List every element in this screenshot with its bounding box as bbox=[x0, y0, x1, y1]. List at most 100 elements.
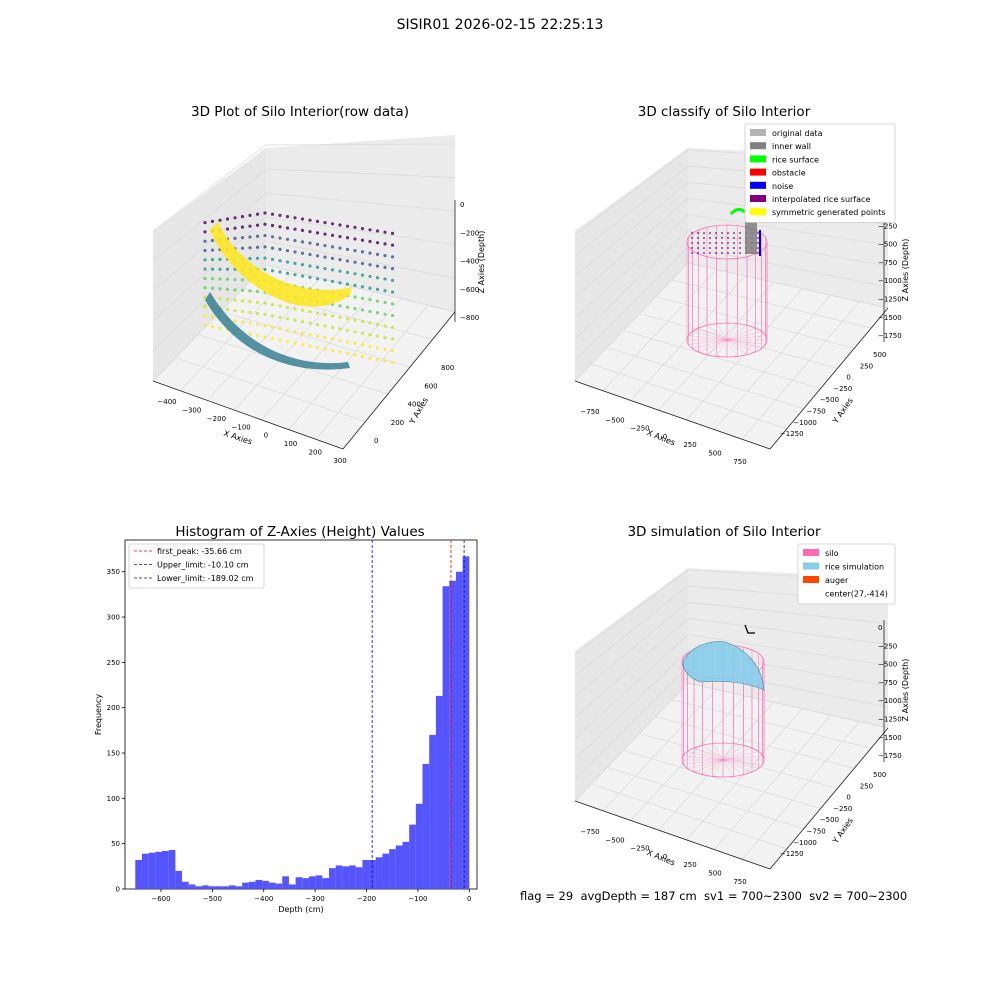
y-tick-label: 0 bbox=[846, 794, 850, 802]
grid-line bbox=[574, 634, 689, 739]
data-point bbox=[248, 321, 252, 325]
data-point bbox=[338, 246, 342, 250]
data-point bbox=[263, 301, 267, 305]
data-point bbox=[323, 255, 327, 259]
grid-line bbox=[607, 766, 804, 830]
z-tick-label: −1750 bbox=[878, 332, 902, 340]
z-axis-label: Z Axies (Depth) bbox=[901, 239, 910, 302]
data-point bbox=[323, 335, 327, 340]
data-point bbox=[368, 356, 372, 360]
data-point bbox=[240, 320, 245, 324]
y-tick-label: −250 bbox=[833, 385, 852, 393]
data-point bbox=[300, 251, 305, 255]
data-point bbox=[225, 297, 230, 301]
hist-bar bbox=[215, 886, 223, 889]
data-point bbox=[375, 287, 380, 292]
data-point bbox=[330, 325, 335, 330]
grid-line bbox=[658, 702, 774, 831]
data-point bbox=[390, 231, 395, 235]
hist-bar bbox=[389, 849, 396, 889]
data-point bbox=[225, 287, 230, 291]
grid-line bbox=[714, 294, 832, 430]
grid-line bbox=[574, 246, 689, 361]
data-point bbox=[383, 242, 387, 246]
legend-swatch bbox=[750, 155, 766, 163]
data-point bbox=[203, 276, 207, 281]
x-tick-label: 500 bbox=[708, 450, 721, 458]
data-point bbox=[255, 212, 260, 216]
data-point bbox=[270, 212, 275, 216]
data-point bbox=[353, 249, 357, 253]
data-point bbox=[383, 335, 387, 340]
data-point bbox=[218, 218, 222, 222]
plot2-title: 3D classify of Silo Interior bbox=[637, 104, 811, 120]
interp-point bbox=[697, 242, 699, 244]
data-point bbox=[338, 258, 342, 262]
data-point bbox=[285, 215, 290, 219]
data-point bbox=[210, 315, 215, 319]
grid-line bbox=[591, 783, 787, 850]
silo-floor-line bbox=[683, 755, 763, 765]
interp-point bbox=[727, 242, 729, 244]
data-point bbox=[390, 278, 395, 282]
data-point bbox=[323, 324, 327, 328]
hist-bar bbox=[409, 824, 416, 889]
interp-point bbox=[703, 252, 705, 254]
x-tick-label: −300 bbox=[182, 406, 201, 414]
data-point bbox=[203, 323, 207, 327]
data-point bbox=[285, 317, 290, 321]
y-tick-label: −750 bbox=[807, 828, 826, 836]
data-point bbox=[360, 343, 365, 347]
plot3-title: Histogram of Z-Axies (Height) Values bbox=[175, 524, 425, 540]
legend-label: noise bbox=[772, 182, 793, 191]
data-point bbox=[300, 274, 305, 278]
hist-bar bbox=[135, 859, 142, 889]
data-point bbox=[375, 357, 380, 362]
data-point bbox=[375, 229, 380, 233]
data-point bbox=[345, 305, 350, 309]
data-point bbox=[300, 331, 305, 335]
x-axis-line bbox=[574, 380, 771, 450]
grid-line bbox=[265, 216, 456, 246]
legend-label: symmetric generated points bbox=[772, 208, 885, 217]
y-tick-label: 350 bbox=[107, 568, 120, 576]
interp-point bbox=[721, 232, 723, 234]
data-point bbox=[368, 309, 372, 313]
hist-bar bbox=[148, 852, 156, 889]
x-axis-label: X Axies bbox=[222, 429, 253, 447]
data-point bbox=[293, 216, 297, 220]
data-point bbox=[240, 236, 245, 240]
data-point bbox=[233, 216, 237, 220]
data-point bbox=[300, 240, 305, 244]
data-point bbox=[345, 328, 350, 332]
interp-point bbox=[739, 247, 741, 249]
grid-line bbox=[741, 301, 860, 440]
data-point bbox=[338, 269, 342, 273]
hist-bar bbox=[248, 881, 256, 889]
y-tick-label: 150 bbox=[107, 750, 120, 758]
data-point bbox=[353, 353, 357, 357]
data-point bbox=[315, 334, 320, 338]
z-tick-label: −1000 bbox=[878, 277, 902, 285]
silo-floor-line bbox=[688, 335, 766, 345]
grid-line bbox=[152, 264, 267, 382]
z-tick-label: −400 bbox=[460, 258, 479, 266]
data-point bbox=[323, 221, 327, 225]
interp-point bbox=[709, 247, 711, 249]
grid-line bbox=[602, 269, 717, 391]
y-axis-label: Frequency bbox=[94, 694, 103, 736]
interp-point bbox=[715, 232, 717, 234]
data-point bbox=[345, 351, 350, 356]
x-tick-label: −750 bbox=[580, 408, 599, 416]
data-point bbox=[248, 310, 252, 315]
data-point bbox=[368, 239, 372, 244]
data-point bbox=[323, 312, 327, 317]
y-tick-label: 500 bbox=[873, 351, 886, 359]
data-point bbox=[315, 277, 320, 281]
data-point bbox=[345, 224, 350, 228]
legend-swatch bbox=[750, 168, 766, 176]
data-point bbox=[345, 270, 350, 275]
grid-line bbox=[574, 165, 689, 256]
data-point bbox=[308, 230, 312, 234]
y-tick-label: 0 bbox=[374, 437, 378, 445]
